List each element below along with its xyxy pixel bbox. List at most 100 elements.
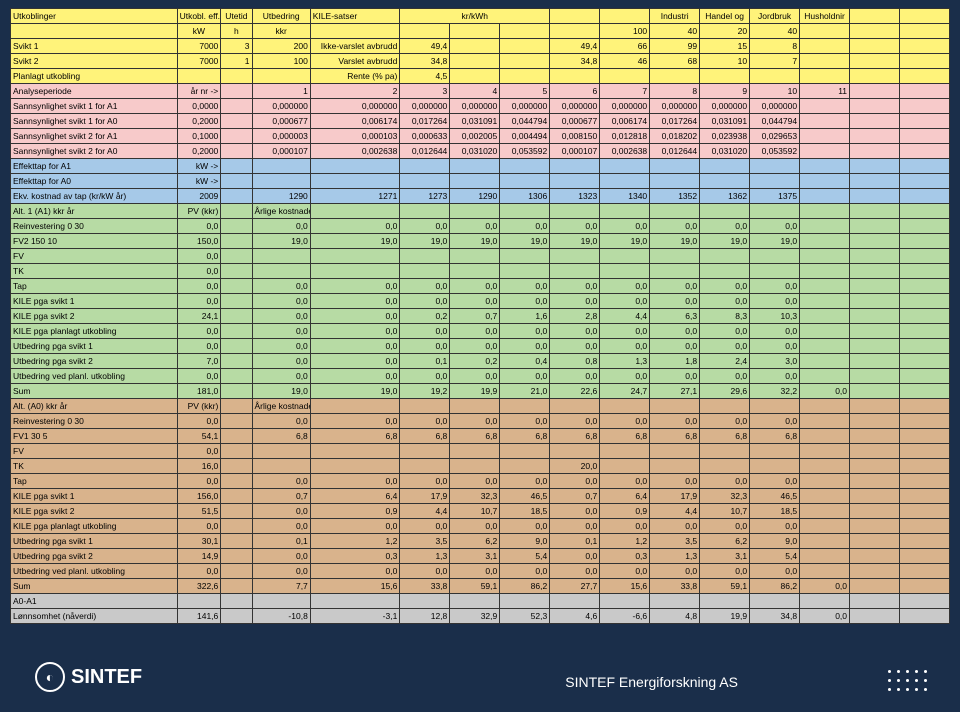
- cell: KILE pga svikt 1: [11, 489, 178, 504]
- cell: [750, 69, 800, 84]
- cell: [500, 249, 550, 264]
- cell: 1,3: [600, 354, 650, 369]
- cell: 22,6: [550, 384, 600, 399]
- cell: [450, 459, 500, 474]
- cell: 10,3: [750, 309, 800, 324]
- cell: 0,0: [450, 369, 500, 384]
- cell: 0,0: [400, 339, 450, 354]
- cell: 10,7: [700, 504, 750, 519]
- cell: 2009: [177, 189, 221, 204]
- cell: [252, 459, 310, 474]
- cell: Sannsynlighet svikt 2 for A0: [11, 144, 178, 159]
- cell: 7: [600, 84, 650, 99]
- cell: 4: [450, 84, 500, 99]
- cell: 0,000000: [252, 99, 310, 114]
- cell: [500, 399, 550, 414]
- cell: 0,000000: [310, 99, 400, 114]
- cell: [400, 459, 450, 474]
- cell: 0,7: [550, 489, 600, 504]
- cell: 0,0: [450, 294, 500, 309]
- cell: [221, 324, 252, 339]
- cell: 33,8: [650, 579, 700, 594]
- cell: [221, 369, 252, 384]
- cell: 0,0: [400, 324, 450, 339]
- cell: 0,0: [550, 549, 600, 564]
- cell: 5,4: [500, 549, 550, 564]
- cell: 0,4: [500, 354, 550, 369]
- cell: 0,2000: [177, 114, 221, 129]
- cell: 2: [310, 84, 400, 99]
- cell: 49,4: [400, 39, 450, 54]
- cell: 0,0: [252, 294, 310, 309]
- cell: 0,0: [177, 414, 221, 429]
- cell: 12,8: [400, 609, 450, 624]
- cell: 0,0: [252, 504, 310, 519]
- cell: 0,2: [450, 354, 500, 369]
- cell: 0,0: [550, 369, 600, 384]
- cell: [221, 339, 252, 354]
- cell: 0,0: [252, 519, 310, 534]
- spreadsheet: UtkoblingerUtkobl. eff.UtetidUtbedringKI…: [10, 8, 950, 624]
- cell: [221, 519, 252, 534]
- cell: 0,0: [650, 324, 700, 339]
- cell: 7000: [177, 39, 221, 54]
- cell: [221, 429, 252, 444]
- cell: 15,6: [600, 579, 650, 594]
- cell: PV (kkr): [177, 399, 221, 414]
- cell: [221, 204, 252, 219]
- cell: [800, 594, 850, 609]
- cell: 6,8: [700, 429, 750, 444]
- cell: 0,0: [750, 324, 800, 339]
- cell: 0,0: [177, 294, 221, 309]
- cell: 0,031091: [700, 114, 750, 129]
- cell: 0,0: [450, 519, 500, 534]
- cell: 32,2: [750, 384, 800, 399]
- cell: 0,0: [600, 519, 650, 534]
- cell: [221, 129, 252, 144]
- cell: 0,0: [550, 339, 600, 354]
- cell: [177, 69, 221, 84]
- cell: 6,8: [600, 429, 650, 444]
- cell: 20,0: [550, 459, 600, 474]
- cell: [221, 114, 252, 129]
- cell: [221, 609, 252, 624]
- cell: 6,8: [500, 429, 550, 444]
- cell: 0,0: [177, 324, 221, 339]
- cell: 0,031020: [700, 144, 750, 159]
- cell: 54,1: [177, 429, 221, 444]
- cell: [177, 594, 221, 609]
- cell: 0,0: [750, 474, 800, 489]
- cell: Effekttap for A0: [11, 174, 178, 189]
- cell: Ekv. kostnad av tap (kr/kW år): [11, 189, 178, 204]
- cell: 0,2000: [177, 144, 221, 159]
- cell: [252, 264, 310, 279]
- cell: [221, 264, 252, 279]
- cell: 141,6: [177, 609, 221, 624]
- cell: Rente (% pa): [310, 69, 400, 84]
- cell: 0,0: [550, 519, 600, 534]
- cell: 0,0: [650, 369, 700, 384]
- cell: 4,4: [400, 504, 450, 519]
- cell: 30,1: [177, 534, 221, 549]
- cell: 1: [221, 54, 252, 69]
- cell: 0,0: [500, 339, 550, 354]
- cell: 0,012644: [400, 144, 450, 159]
- cell: [800, 174, 850, 189]
- cell: 0,0: [252, 339, 310, 354]
- cell: Årlige kostnader (kkr): [252, 399, 310, 414]
- cell: 51,5: [177, 504, 221, 519]
- cell: 6,4: [600, 489, 650, 504]
- cell: 0,0: [800, 609, 850, 624]
- cell: [700, 459, 750, 474]
- cell: 59,1: [700, 579, 750, 594]
- cell: 0,7: [252, 489, 310, 504]
- cell: 4,6: [550, 609, 600, 624]
- cell: 3,5: [650, 534, 700, 549]
- cell: 0,0: [500, 369, 550, 384]
- cell: 4,8: [650, 609, 700, 624]
- cell: 0,017264: [400, 114, 450, 129]
- logo-text: SINTEF: [71, 666, 142, 689]
- cell: 0,0: [700, 369, 750, 384]
- cell: 0,0: [310, 414, 400, 429]
- cell: [550, 159, 600, 174]
